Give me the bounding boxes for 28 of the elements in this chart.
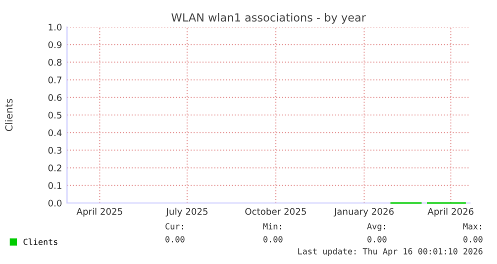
text: Max:: [463, 223, 481, 230]
text: 0.00: [463, 236, 482, 242]
y-tick-label: 0.8: [48, 58, 62, 66]
x-tick-label: April 2025: [76, 208, 122, 217]
y-tick-label: 0.6: [48, 94, 62, 101]
y-tick-label: 1.0: [48, 24, 62, 31]
y-tick-label: 0.2: [48, 164, 62, 172]
text: Avg:: [367, 223, 385, 232]
y-tick-label: 0.3: [48, 146, 62, 154]
text: 0.00: [367, 236, 386, 242]
y-tick-label: 0.4: [48, 129, 62, 136]
y-tick-label: 0.7: [48, 76, 62, 84]
x-tick-label: January 2026: [334, 208, 394, 217]
text: Last update: Thu Apr 16 00:01:10 2026: [298, 248, 482, 256]
y-tick-label: 0.0: [48, 200, 62, 207]
y-tick-label: 0.9: [48, 41, 62, 48]
y-axis-title: Clients: [5, 98, 13, 132]
y-tick-label: 0.1: [48, 182, 62, 189]
y-tick-label: 0.5: [48, 112, 62, 119]
x-tick-label: April 2026: [428, 208, 474, 217]
x-tick-label: July 2025: [166, 208, 208, 217]
chart-title: WLAN wlan1 associations - by year: [171, 13, 366, 24]
text: Min:: [263, 222, 281, 230]
legend-label: Clients: [24, 238, 58, 245]
text: 0.00: [165, 236, 184, 242]
text: Cur:: [165, 223, 183, 230]
text: 0.00: [263, 236, 282, 242]
x-tick-label: October 2025: [245, 208, 306, 215]
